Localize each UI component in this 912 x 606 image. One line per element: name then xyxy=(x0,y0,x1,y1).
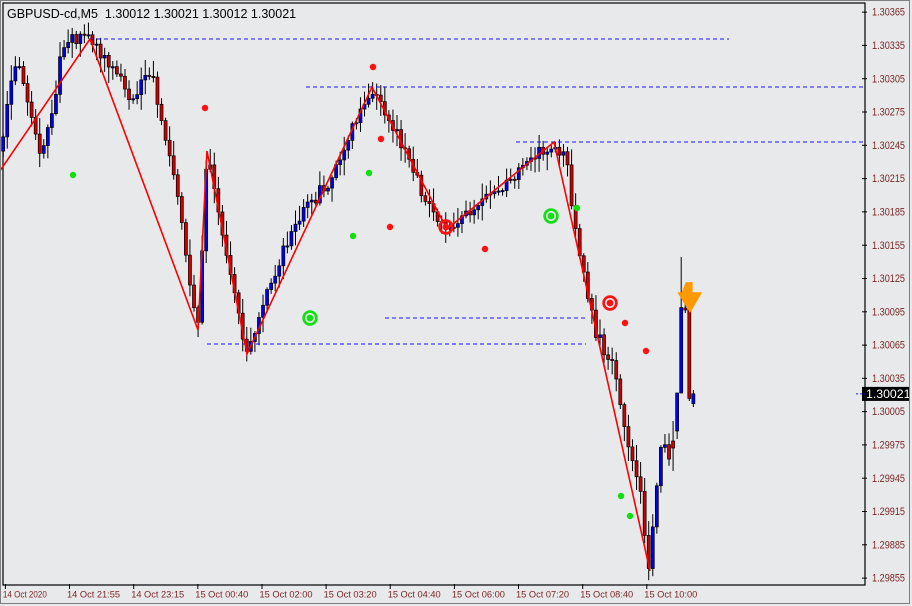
svg-text:1.29915: 1.29915 xyxy=(872,506,905,518)
svg-text:15 Oct 10:00: 15 Oct 10:00 xyxy=(644,589,697,600)
svg-text:1.30065: 1.30065 xyxy=(872,340,905,352)
svg-text:15 Oct 02:00: 15 Oct 02:00 xyxy=(260,589,313,600)
svg-text:1.29945: 1.29945 xyxy=(872,473,905,485)
svg-text:14 Oct 23:15: 14 Oct 23:15 xyxy=(131,589,184,600)
svg-text:1.29885: 1.29885 xyxy=(872,539,905,551)
svg-text:15 Oct 07:20: 15 Oct 07:20 xyxy=(516,589,569,600)
svg-text:1.30005: 1.30005 xyxy=(872,406,905,418)
svg-text:14 Oct 21:55: 14 Oct 21:55 xyxy=(67,589,120,600)
svg-text:1.29975: 1.29975 xyxy=(872,440,905,452)
svg-text:1.30305: 1.30305 xyxy=(872,73,905,85)
svg-text:15 Oct 00:40: 15 Oct 00:40 xyxy=(195,589,248,600)
svg-text:1.30035: 1.30035 xyxy=(872,373,905,385)
svg-text:1.30215: 1.30215 xyxy=(872,173,905,185)
svg-text:1.30365: 1.30365 xyxy=(872,7,905,19)
svg-text:1.30185: 1.30185 xyxy=(872,207,905,219)
svg-text:15 Oct 04:40: 15 Oct 04:40 xyxy=(388,589,441,600)
svg-text:1.30275: 1.30275 xyxy=(872,107,905,119)
svg-text:1.30155: 1.30155 xyxy=(872,240,905,252)
svg-text:1.30245: 1.30245 xyxy=(872,140,905,152)
svg-text:1.30021: 1.30021 xyxy=(866,387,910,401)
svg-text:1.30095: 1.30095 xyxy=(872,306,905,318)
svg-text:1.30125: 1.30125 xyxy=(872,273,905,285)
svg-text:15 Oct 03:20: 15 Oct 03:20 xyxy=(324,589,377,600)
svg-text:1.30335: 1.30335 xyxy=(872,40,905,52)
svg-text:15 Oct 08:40: 15 Oct 08:40 xyxy=(580,589,633,600)
svg-text:1.29855: 1.29855 xyxy=(872,573,905,585)
svg-text:15 Oct 06:00: 15 Oct 06:00 xyxy=(452,589,505,600)
svg-text:14 Oct 2020: 14 Oct 2020 xyxy=(3,589,47,600)
